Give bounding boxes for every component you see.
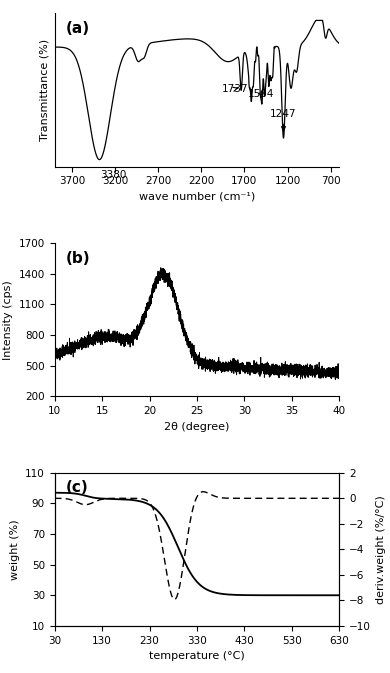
X-axis label: temperature (°C): temperature (°C) bbox=[149, 651, 245, 661]
Text: 1737: 1737 bbox=[222, 84, 248, 94]
Y-axis label: weight (%): weight (%) bbox=[10, 519, 20, 579]
Text: (b): (b) bbox=[66, 251, 90, 266]
Text: 1247: 1247 bbox=[270, 109, 297, 131]
X-axis label: 2θ (degree): 2θ (degree) bbox=[164, 421, 230, 431]
Text: 3380: 3380 bbox=[100, 170, 126, 180]
Text: (a): (a) bbox=[66, 21, 90, 36]
X-axis label: wave number (cm⁻¹): wave number (cm⁻¹) bbox=[139, 192, 255, 202]
Text: (c): (c) bbox=[66, 481, 89, 495]
Y-axis label: deriv.weight (%/°C): deriv.weight (%/°C) bbox=[376, 495, 386, 604]
Y-axis label: Transmittance (%): Transmittance (%) bbox=[39, 39, 49, 141]
Y-axis label: Intensity (cps): Intensity (cps) bbox=[3, 280, 13, 359]
Text: 1504: 1504 bbox=[248, 89, 275, 99]
